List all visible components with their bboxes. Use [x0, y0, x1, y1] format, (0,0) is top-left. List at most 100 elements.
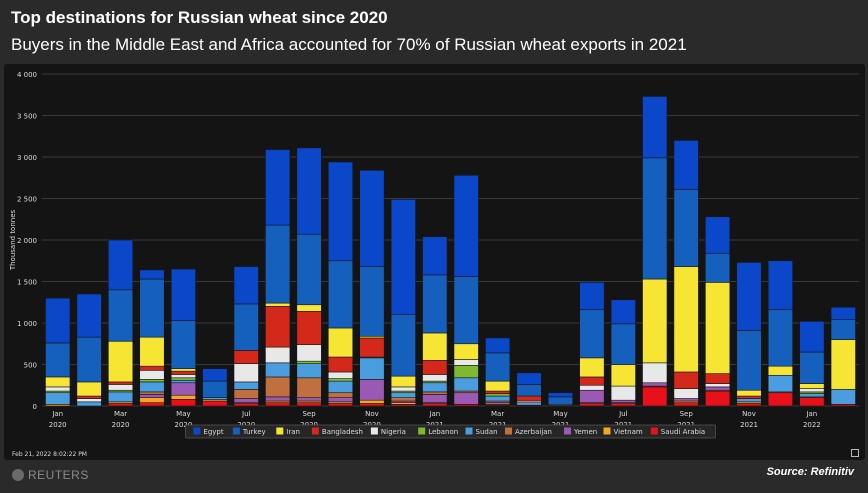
bar-segment [610, 399, 636, 403]
bar-segment [76, 293, 102, 338]
bar-segment [642, 278, 668, 364]
x-tick-label: Sep [302, 410, 316, 418]
export-icon[interactable] [851, 449, 859, 457]
legend-swatch [193, 427, 201, 435]
bar-segment [610, 299, 636, 325]
bar-segment [799, 388, 825, 393]
bar-segment [673, 266, 699, 373]
bar-segment [139, 370, 165, 380]
legend-label: Iran [286, 428, 300, 436]
bar-segment [579, 376, 605, 386]
bar-segment [390, 386, 416, 392]
reuters-dot-icon [12, 469, 24, 481]
y-tick-label: 2 000 [17, 237, 37, 245]
bar-segment [233, 350, 259, 364]
legend-swatch [232, 427, 240, 435]
bar-segment [422, 236, 448, 276]
bar-segment [296, 311, 322, 345]
bar-segment [422, 391, 448, 395]
bar-segment [673, 371, 699, 389]
bar-segment [296, 402, 322, 407]
bar-segment [830, 389, 856, 405]
bar-segment [485, 393, 511, 397]
bar-segment [139, 394, 165, 399]
bar-segment [579, 309, 605, 359]
bar-segment [296, 233, 322, 306]
bar-segment [799, 393, 825, 398]
bar-segment [453, 174, 479, 277]
bar-segment [736, 330, 762, 391]
bar-segment [485, 352, 511, 382]
legend-label: Turkey [242, 428, 266, 436]
bar-segment [45, 386, 71, 392]
bar-segment [202, 380, 228, 399]
legend-swatch [564, 427, 571, 435]
bar-segment [108, 391, 134, 403]
bar-segment [673, 402, 699, 407]
bar-segment [705, 390, 731, 407]
bar-segment [705, 216, 731, 254]
legend-label: Sudan [476, 428, 498, 436]
bar-segment [327, 392, 354, 399]
bar-segment [830, 319, 856, 340]
bar-segment [76, 401, 102, 407]
bar-segment [422, 403, 448, 407]
x-tick-label: May [553, 410, 567, 418]
y-tick-label: 500 [24, 362, 37, 370]
bar-segment [422, 394, 448, 403]
bar-segment [76, 395, 102, 399]
legend-swatch [465, 427, 473, 435]
bar-segment [610, 364, 636, 387]
bar-segment [108, 403, 134, 407]
bar-segment [45, 392, 71, 405]
x-tick-label: Jul [241, 410, 251, 418]
bar-segment [265, 306, 291, 348]
bar-segment [767, 392, 793, 407]
bar-segment [170, 377, 196, 381]
bar-segment [579, 384, 605, 391]
bar-segment [390, 392, 416, 399]
x-tick-label: Jul [618, 410, 628, 418]
legend-label: Egypt [203, 428, 223, 436]
y-tick-label: 3 500 [17, 113, 37, 121]
bar-segment [516, 402, 542, 406]
legend-swatch [418, 427, 426, 435]
x-tick-label: Sep [680, 410, 694, 418]
bar-segment [76, 381, 102, 397]
bar-segment [579, 389, 605, 403]
bar-segment [830, 306, 856, 320]
bar-segment [642, 157, 668, 280]
bar-segment [799, 397, 825, 407]
bar-segment [76, 398, 102, 403]
bar-segment [390, 375, 416, 388]
bar-segment [76, 336, 102, 383]
bar-segment [736, 398, 762, 403]
bar-segment [233, 389, 259, 399]
x-tick-label: May [176, 410, 190, 418]
bar-segment [705, 282, 731, 374]
reuters-brand: REUTERS [28, 468, 89, 482]
bar-segment [516, 384, 542, 397]
legend-swatch [650, 427, 658, 435]
bar-segment [485, 390, 511, 394]
bar-segment [202, 368, 228, 382]
bar-segment [673, 388, 699, 399]
bar-segment [108, 384, 134, 391]
bar-segment [265, 346, 291, 364]
bar-segment [705, 383, 731, 388]
legend-label: Bangladesh [322, 428, 363, 436]
bar-segment [296, 344, 322, 362]
bar-segment [170, 320, 196, 369]
bar-segment [736, 403, 762, 407]
y-tick-label: 3 000 [17, 154, 37, 162]
bar-segment [359, 169, 385, 267]
bar-segment [45, 376, 71, 388]
bar-segment [359, 403, 385, 407]
bar-segment [547, 392, 574, 398]
legend-label: Nigeria [381, 428, 406, 436]
bar-segment [265, 149, 291, 226]
bar-segment [516, 395, 542, 402]
bar-segment [673, 398, 699, 402]
bar-segment [547, 396, 574, 405]
bar-segment [453, 365, 479, 379]
